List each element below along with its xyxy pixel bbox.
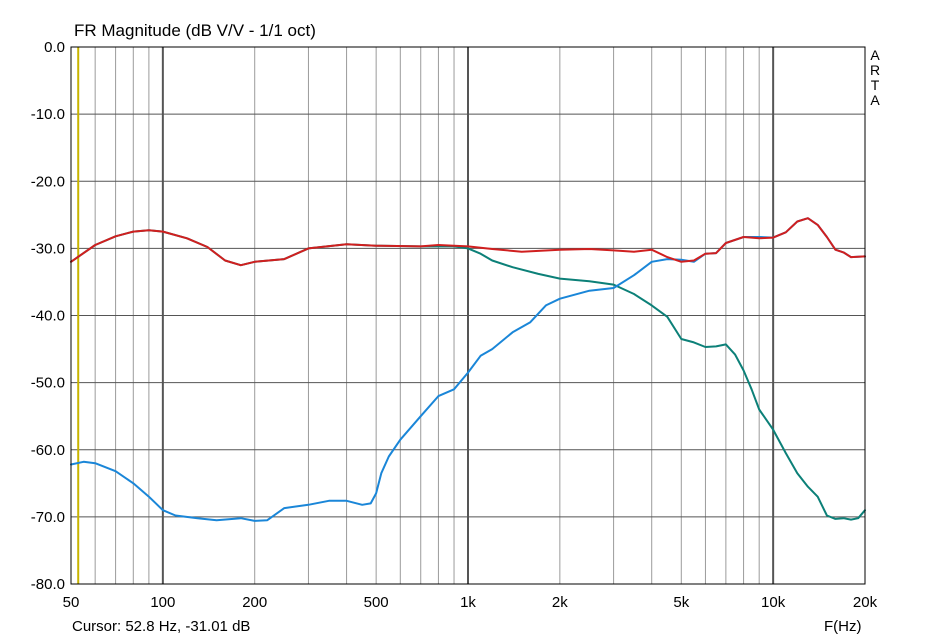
cursor-readout: Cursor: 52.8 Hz, -31.01 dB [72,618,251,635]
y-tick-label: 0.0 [44,39,65,56]
major-grid [71,47,865,584]
y-tick-label: -60.0 [31,442,65,459]
y-axis-tick-labels: 0.0 -10.0 -20.0 -30.0 -40.0 -50.0 -60.0 -70.0 -8… [31,39,65,593]
x-tick-label: 50 [63,594,80,611]
series-layer [70,217,866,522]
plot-frame [70,46,866,585]
x-tick-label: 5k [673,594,689,611]
y-tick-label: -10.0 [31,106,65,123]
y-tick-label: -80.0 [31,576,65,593]
x-axis-tick-labels: 50 100 200 500 1k 2k 5k 10k 20k [63,594,878,611]
x-tick-label: 20k [853,594,878,611]
arta-watermark: ARTA [869,47,881,108]
x-tick-label: 10k [761,594,786,611]
series-line-sum [70,217,866,267]
y-tick-label: -70.0 [31,509,65,526]
x-tick-label: 200 [242,594,267,611]
x-tick-label: 1k [460,594,476,611]
chart-title: FR Magnitude (dB V/V - 1/1 oct) [74,21,316,40]
y-tick-label: -50.0 [31,375,65,392]
x-tick-label: 100 [150,594,175,611]
y-tick-label: -40.0 [31,308,65,325]
x-tick-label: 500 [364,594,389,611]
x-tick-label: 2k [552,594,568,611]
x-axis-unit-label: F(Hz) [824,618,862,635]
y-tick-label: -30.0 [31,240,65,257]
y-tick-label: -20.0 [31,173,65,190]
